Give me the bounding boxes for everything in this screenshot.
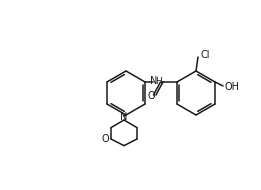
Text: O: O bbox=[147, 91, 155, 101]
Text: N: N bbox=[150, 76, 158, 86]
Text: Cl: Cl bbox=[200, 50, 210, 60]
Text: N: N bbox=[120, 112, 128, 122]
Text: O: O bbox=[101, 134, 109, 144]
Text: H: H bbox=[155, 77, 161, 86]
Text: OH: OH bbox=[224, 82, 240, 92]
